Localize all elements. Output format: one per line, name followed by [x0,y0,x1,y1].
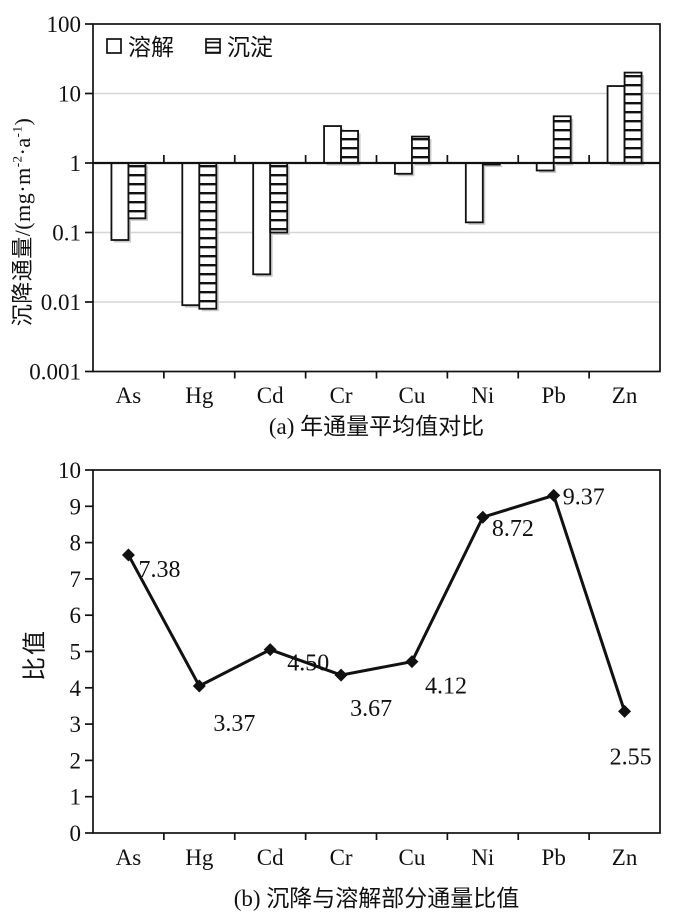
x-category-label: Cd [257,383,284,408]
x-category-label: As [116,383,142,408]
y-tick-label: 10 [58,458,81,483]
y-tick-label: 5 [70,640,82,665]
data-label-Cr: 3.67 [350,696,392,722]
x-category-label: Hg [185,845,214,870]
y-tick-label: 100 [47,12,82,37]
x-category-label: Cd [257,845,284,870]
y-tick-label: 6 [70,603,82,628]
panel-a: 100 10 1 0.1 0.01 0.001 As Hg Cd Cr Cu Ni Pb Zn 溶解 沉淀 [29,12,661,408]
plot-box [92,469,661,834]
bar-Hg-dissolved [181,162,201,307]
bar-As-dissolved [110,162,130,241]
bar-Cu-precipitate [411,135,430,164]
bar-Ni-dissolved [464,162,484,224]
y-tick-label: 10 [58,82,81,107]
panel-a-y-axis-title: 沉降通量/(mg·m-2·a-1) [5,118,37,327]
plot-box [92,23,661,373]
bar-Cd-precipitate [269,162,289,234]
y-tick-label: 0.01 [41,290,81,315]
legend-swatch-dissolved [106,38,122,54]
legend-label-precipitate: 沉淀 [227,35,273,60]
y-tick-label: 0.1 [52,221,81,246]
bar-Cr-dissolved [323,125,342,164]
y-tick-label: 1 [70,151,82,176]
data-label-Pb: 9.37 [563,484,605,510]
legend-swatch-precipitate [205,38,221,54]
x-category-label: Cr [330,383,353,408]
bar-Cr-precipitate [340,129,359,164]
data-label-Cd: 4.50 [287,651,329,677]
bar-Zn-dissolved [606,85,626,164]
bar-Zn-precipitate [623,71,643,164]
bar-Cu-dissolved [394,162,413,175]
legend: 溶解 沉淀 [106,35,273,60]
diamond-marker-Zn [618,704,632,718]
diamond-marker-Pb [547,488,561,502]
x-category-label: Zn [612,383,638,408]
y-tick-label: 8 [70,531,82,556]
x-category-label: Pb [542,845,566,870]
y-tick-label: 4 [70,676,82,701]
legend-label-dissolved: 溶解 [128,35,174,60]
x-category-label: Ni [471,845,494,870]
y-tick-label: 7 [70,567,82,592]
bar-As-precipitate [127,162,147,220]
y-axis-title-text: 沉降通量/(mg·m [10,167,35,327]
x-category-label: Ni [471,383,494,408]
data-label-Hg: 3.37 [213,711,255,737]
y-tick-label: 2 [70,748,82,773]
diamond-marker-Cu [405,655,419,669]
diamond-marker-As [121,548,135,562]
data-label-As: 7.38 [138,557,180,583]
data-label-Zn: 2.55 [610,744,652,770]
data-label-Cu: 4.12 [425,674,467,700]
superscript: -1 [9,125,25,138]
superscript: -2 [9,155,25,168]
bar-Cd-dissolved [252,162,272,276]
diamond-marker-Hg [192,679,206,693]
panel-b-y-axis-title: 比值 [22,629,49,681]
bar-Hg-precipitate [198,162,218,310]
diamond-marker-Cr [334,668,348,682]
y-tick-label: 0 [70,821,82,846]
x-category-label: Pb [542,383,566,408]
y-tick-label: 9 [70,494,82,519]
x-category-label: Cu [399,383,426,408]
x-category-label: As [116,845,142,870]
panel-a-caption: (a) 年通量平均值对比 [268,414,485,439]
panel-b-caption: (b) 沉降与溶解部分通量比值 [233,886,520,911]
diamond-marker-Cd [263,643,277,657]
x-category-label: Cr [330,845,353,870]
bar-Pb-precipitate [552,115,572,164]
x-category-label: Hg [185,383,214,408]
y-tick-label: 3 [70,712,82,737]
diamond-marker-Ni [476,510,490,524]
bar-shadow [485,165,503,168]
x-category-label: Cu [399,845,426,870]
ratio-line [127,493,626,712]
panel-b: 0 1 2 3 4 5 6 7 8 9 10 As Hg Cd Cr Cu Ni Pb Zn 7.38 3.37 4.50… [58,458,661,870]
y-tick-label: 0.001 [29,360,81,385]
y-tick-label: 1 [70,785,82,810]
x-category-label: Zn [612,845,638,870]
y-axis-title-text: ) [10,117,35,126]
data-label-Ni: 8.72 [492,516,534,542]
y-axis-title-text: ·a [10,137,35,156]
